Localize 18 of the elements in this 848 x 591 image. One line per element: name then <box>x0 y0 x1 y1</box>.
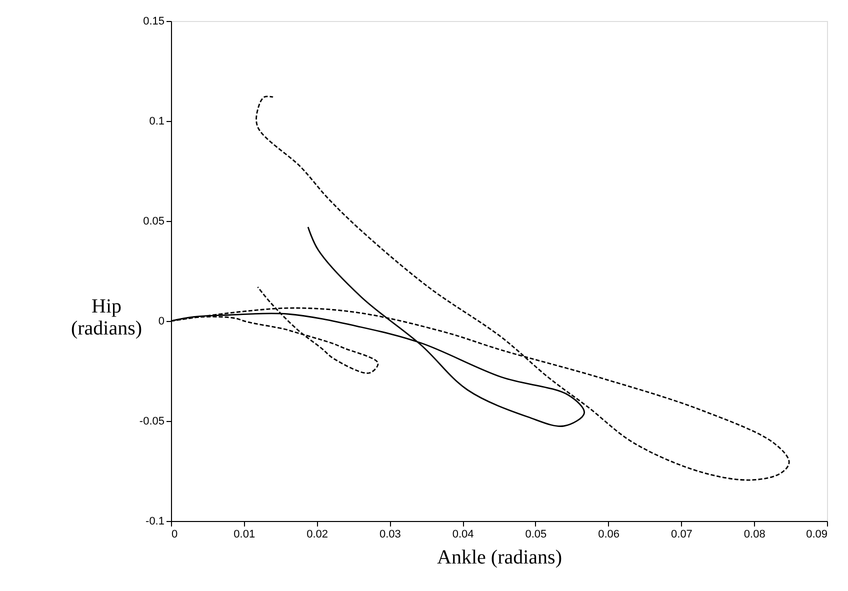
y-tick-label: 0 <box>158 316 164 328</box>
x-tick-label: 0.01 <box>234 528 256 540</box>
x-tick-label: 0.07 <box>671 528 692 540</box>
x-tick-label: 0.08 <box>744 528 766 540</box>
y-tick-label: -0.05 <box>139 416 164 428</box>
x-axis-title: Ankle (radians) <box>437 546 562 568</box>
y-axis-title: Hip (radians) <box>70 296 142 340</box>
x-tick-label: 0.09 <box>806 528 828 540</box>
x-tick-label: 0.03 <box>379 528 401 540</box>
x-tick-label: 0.06 <box>598 528 620 540</box>
x-tick-label: 0.04 <box>452 528 474 540</box>
x-tick-label: 0.02 <box>306 528 328 540</box>
x-tick-label: 0 <box>172 528 178 540</box>
y-tick-label: 0.05 <box>143 216 164 228</box>
y-tick-label: 0.15 <box>143 16 164 28</box>
y-tick-label: -0.1 <box>146 516 164 528</box>
y-tick-label: 0.1 <box>149 116 164 128</box>
x-tick-label: 0.05 <box>525 528 547 540</box>
